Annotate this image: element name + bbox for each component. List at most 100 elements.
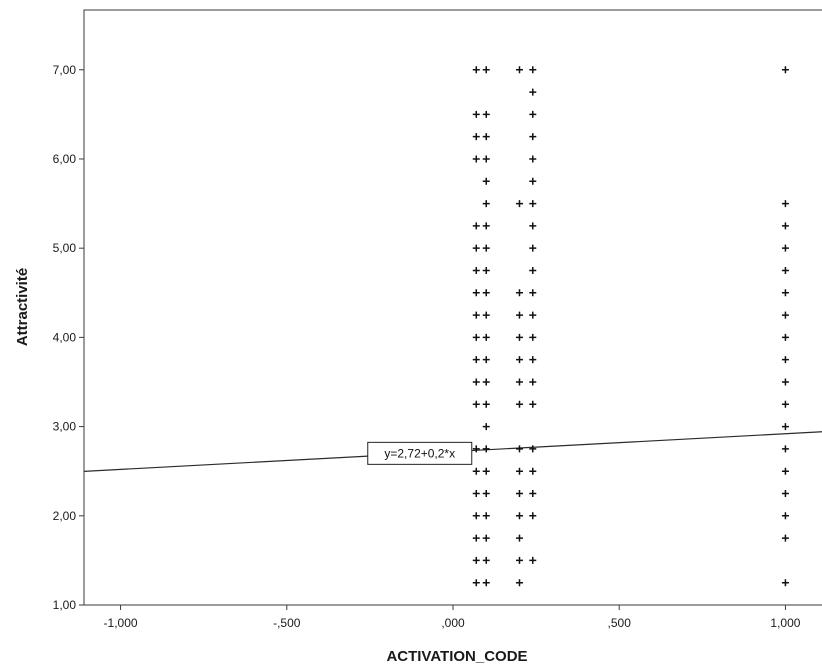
data-point	[482, 133, 490, 141]
data-point	[482, 66, 490, 74]
data-point	[781, 200, 789, 208]
data-point	[482, 333, 490, 341]
y-tick-label: 4,00	[53, 330, 77, 344]
data-point	[515, 445, 523, 453]
y-tick-label: 2,00	[53, 509, 77, 523]
data-point	[482, 579, 490, 587]
data-point	[781, 489, 789, 497]
y-tick-label: 7,00	[53, 63, 77, 77]
data-point	[529, 556, 537, 564]
x-tick-label: -,500	[273, 616, 301, 630]
data-point	[472, 378, 480, 386]
y-tick-label: 6,00	[53, 152, 77, 166]
data-point	[529, 378, 537, 386]
data-point	[515, 489, 523, 497]
data-point	[482, 445, 490, 453]
data-point	[472, 534, 480, 542]
data-point	[529, 133, 537, 141]
y-tick-label: 5,00	[53, 241, 77, 255]
data-point	[529, 489, 537, 497]
data-point	[515, 534, 523, 542]
data-point	[472, 356, 480, 364]
data-point	[472, 467, 480, 475]
data-point	[472, 333, 480, 341]
data-point	[515, 289, 523, 297]
data-point	[482, 467, 490, 475]
data-point	[529, 400, 537, 408]
data-point	[529, 467, 537, 475]
data-point	[515, 378, 523, 386]
data-point	[482, 378, 490, 386]
data-point	[781, 356, 789, 364]
data-point	[482, 400, 490, 408]
data-point	[781, 534, 789, 542]
data-point	[515, 333, 523, 341]
data-point	[482, 266, 490, 274]
y-axis-title: Attractivité	[14, 268, 31, 346]
data-point	[472, 400, 480, 408]
data-point	[482, 534, 490, 542]
data-point	[482, 222, 490, 230]
x-tick-label: ,000	[441, 616, 465, 630]
data-point	[472, 512, 480, 520]
data-point	[515, 556, 523, 564]
data-point	[515, 356, 523, 364]
data-point	[515, 512, 523, 520]
x-tick-label: 1,000	[770, 616, 800, 630]
data-point	[529, 244, 537, 252]
data-point	[482, 311, 490, 319]
data-point	[482, 289, 490, 297]
data-point	[515, 66, 523, 74]
data-point	[529, 177, 537, 185]
data-point	[482, 356, 490, 364]
data-point	[529, 200, 537, 208]
data-point	[781, 222, 789, 230]
data-point	[781, 512, 789, 520]
data-point	[781, 66, 789, 74]
data-point	[482, 177, 490, 185]
data-point	[482, 110, 490, 118]
data-point	[529, 356, 537, 364]
data-point	[482, 244, 490, 252]
data-point	[529, 333, 537, 341]
data-point	[472, 311, 480, 319]
data-point	[482, 512, 490, 520]
data-point	[472, 445, 480, 453]
x-tick-label: -1,000	[104, 616, 138, 630]
data-point	[529, 155, 537, 163]
data-point	[472, 489, 480, 497]
data-point	[472, 579, 480, 587]
data-point	[781, 423, 789, 431]
fit-equation-text: y=2,72+0,2*x	[384, 446, 455, 460]
data-point	[515, 200, 523, 208]
data-point	[529, 289, 537, 297]
data-point	[781, 378, 789, 386]
data-point	[482, 423, 490, 431]
data-point	[472, 66, 480, 74]
y-tick-label: 1,00	[53, 598, 77, 612]
data-point	[781, 333, 789, 341]
data-point	[482, 155, 490, 163]
fit-equation-box	[367, 441, 473, 465]
x-tick-label: ,500	[608, 616, 632, 630]
data-point	[515, 400, 523, 408]
data-point	[781, 400, 789, 408]
data-point	[781, 289, 789, 297]
data-point	[472, 289, 480, 297]
data-point	[781, 579, 789, 587]
fit-equation-label: y=2,72+0,2*x	[367, 441, 473, 465]
data-point	[515, 579, 523, 587]
data-point	[781, 445, 789, 453]
data-point	[472, 155, 480, 163]
data-point	[529, 512, 537, 520]
data-point	[529, 311, 537, 319]
plot-frame	[83, 9, 822, 606]
data-point	[515, 467, 523, 475]
y-tick-label: 3,00	[53, 420, 77, 434]
data-point	[781, 311, 789, 319]
data-point	[781, 467, 789, 475]
data-point	[482, 556, 490, 564]
data-point	[472, 133, 480, 141]
data-point	[472, 110, 480, 118]
data-point	[515, 311, 523, 319]
